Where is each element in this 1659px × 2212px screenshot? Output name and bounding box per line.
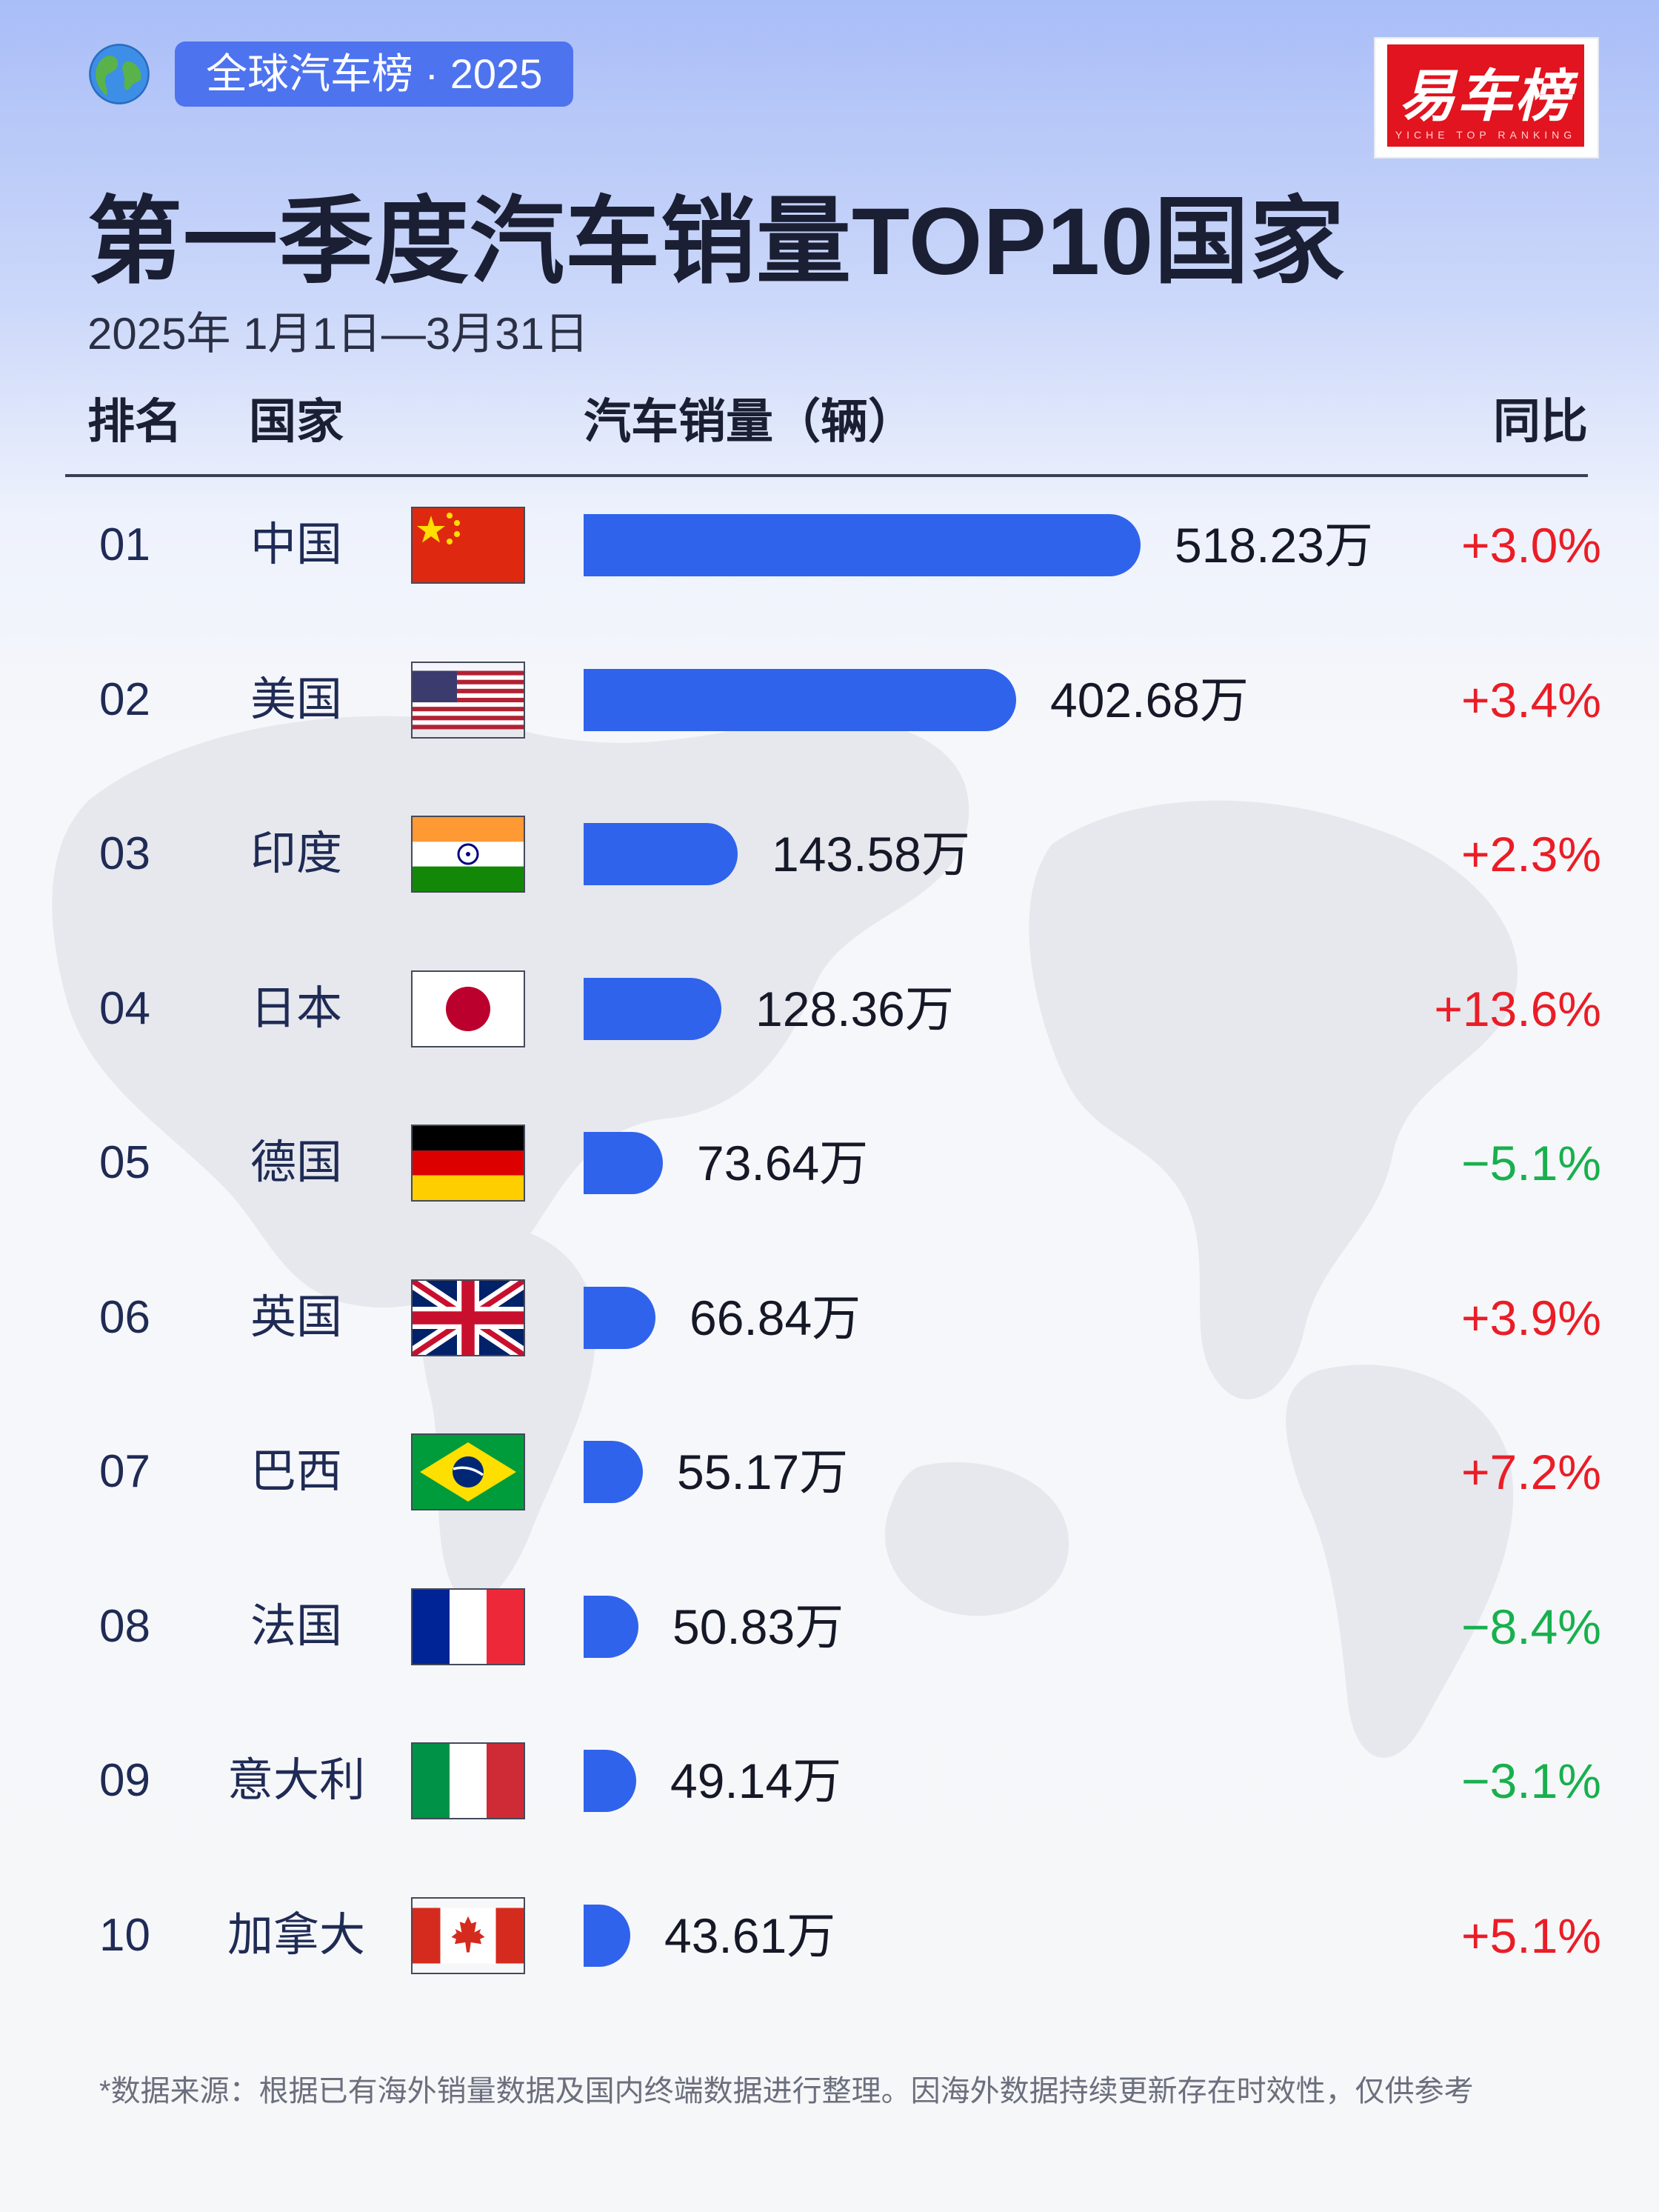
country-name: 美国 <box>250 673 342 725</box>
yoy-change: +13.6% <box>1434 981 1601 1036</box>
country-name: 加拿大 <box>227 1909 365 1961</box>
india-flag-icon <box>413 817 524 891</box>
brazil-flag-icon <box>413 1435 524 1509</box>
sales-value-label: 49.14万 <box>670 1753 842 1808</box>
logo-text: 易车榜 <box>1399 65 1572 128</box>
sales-bar <box>584 1286 655 1349</box>
footnote: *数据来源：根据已有海外销量数据及国内终端数据进行整理。因海外数据持续更新存在时… <box>99 2075 1474 2108</box>
yoy-change: −5.1% <box>1461 1136 1601 1190</box>
yoy-change: +5.1% <box>1461 1908 1601 1963</box>
germany-flag-icon <box>413 1126 524 1200</box>
rank-number: 05 <box>99 1137 150 1188</box>
country-name: 英国 <box>250 1291 342 1343</box>
sales-value-label: 402.68万 <box>1050 672 1249 727</box>
yoy-change: +3.0% <box>1461 518 1601 573</box>
rank-number: 10 <box>99 1909 150 1961</box>
sales-bar <box>584 977 721 1040</box>
sales-value-label: 50.83万 <box>672 1599 844 1654</box>
rank-number: 02 <box>99 673 150 725</box>
sales-bar <box>584 823 738 885</box>
header-yoy: 同比 <box>1493 395 1588 448</box>
uk-flag-icon <box>413 1280 524 1355</box>
ranking-row-07: 07 巴西 55.17万 +7.2% <box>0 1428 1659 1516</box>
sales-value-label: 43.61万 <box>664 1908 836 1963</box>
sales-value-label: 66.84万 <box>690 1290 861 1345</box>
sales-value-label: 73.64万 <box>697 1136 869 1190</box>
sales-bar <box>584 668 1016 731</box>
sales-bar <box>584 514 1141 576</box>
country-name: 中国 <box>250 519 342 570</box>
ranking-row-09: 09 意大利 49.14万 −3.1% <box>0 1736 1659 1825</box>
yoy-change: +3.9% <box>1461 1290 1601 1345</box>
rank-number: 01 <box>99 519 150 570</box>
yoy-change: +7.2% <box>1461 1445 1601 1499</box>
ranking-row-10: 10 加拿大 43.61万 +5.1% <box>0 1891 1659 1980</box>
rank-number: 04 <box>99 982 150 1034</box>
sales-bar <box>584 1441 643 1503</box>
yoy-change: −8.4% <box>1461 1599 1601 1654</box>
ranking-row-03: 03 印度 143.58万 +2.3% <box>0 810 1659 899</box>
logo-subtitle: YICHE TOP RANKING <box>1395 129 1577 141</box>
country-name: 意大利 <box>227 1755 365 1806</box>
sales-value-label: 518.23万 <box>1175 518 1373 573</box>
sales-bar <box>584 1132 663 1194</box>
rank-number: 08 <box>99 1600 150 1652</box>
sales-bar <box>584 1904 630 1967</box>
header-sales: 汽车销量（辆） <box>584 395 915 448</box>
france-flag-icon <box>413 1589 524 1664</box>
date-range: 2025年 1月1日—3月31日 <box>87 309 589 359</box>
sales-value-label: 55.17万 <box>677 1445 849 1499</box>
yoy-change: −3.1% <box>1461 1753 1601 1808</box>
rank-number: 07 <box>99 1446 150 1497</box>
country-name: 巴西 <box>250 1446 342 1497</box>
page-title: 第一季度汽车销量TOP10国家 <box>87 189 1346 295</box>
rank-number: 09 <box>99 1755 150 1806</box>
header-divider <box>65 474 1588 477</box>
yoy-change: +2.3% <box>1461 827 1601 882</box>
country-name: 法国 <box>250 1600 342 1652</box>
header-country: 国家 <box>249 395 344 448</box>
yiche-logo: 易车榜 YICHE TOP RANKING <box>1375 39 1598 157</box>
category-badge: 全球汽车榜 · 2025 <box>175 41 574 107</box>
china-flag-icon <box>413 508 524 582</box>
ranking-row-04: 04 日本 128.36万 +13.6% <box>0 965 1659 1053</box>
country-name: 德国 <box>250 1137 342 1188</box>
italy-flag-icon <box>413 1744 524 1818</box>
country-name: 印度 <box>250 828 342 879</box>
japan-flag-icon <box>413 971 524 1046</box>
rank-number: 03 <box>99 828 150 879</box>
ranking-row-06: 06 英国 66.84万 +3.9% <box>0 1273 1659 1362</box>
globe-icon <box>89 44 150 104</box>
country-name: 日本 <box>250 982 342 1034</box>
header-rank: 排名 <box>87 395 182 448</box>
ranking-row-01: 01 中国 518.23万 +3.0% <box>0 501 1659 590</box>
ranking-row-08: 08 法国 50.83万 −8.4% <box>0 1582 1659 1671</box>
sales-bar <box>584 1750 636 1812</box>
ranking-row-02: 02 美国 402.68万 +3.4% <box>0 656 1659 744</box>
ranking-row-05: 05 德国 73.64万 −5.1% <box>0 1119 1659 1207</box>
usa-flag-icon <box>413 663 524 737</box>
sales-value-label: 128.36万 <box>755 981 954 1036</box>
canada-flag-icon <box>413 1899 524 1973</box>
header-badge-row: 全球汽车榜 · 2025 <box>87 41 574 107</box>
rank-number: 06 <box>99 1291 150 1343</box>
sales-value-label: 143.58万 <box>772 827 970 882</box>
yoy-change: +3.4% <box>1461 672 1601 727</box>
sales-bar <box>584 1595 638 1658</box>
